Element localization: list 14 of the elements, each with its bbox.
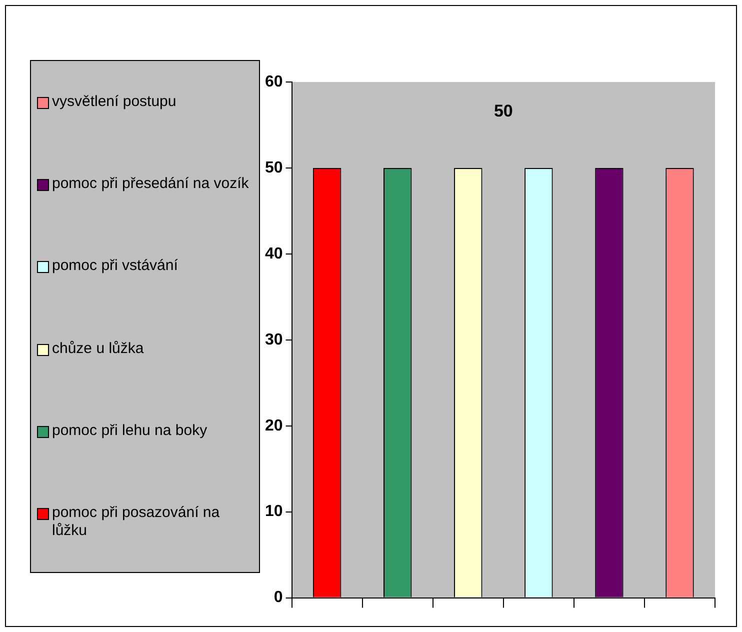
y-tick-label: 0 [274, 589, 283, 606]
legend-label: chůze u lůžka [52, 340, 144, 358]
y-tick-label: 60 [265, 73, 283, 90]
legend-label: pomoc při přesedání na vozík [52, 175, 249, 194]
y-tick-label: 50 [265, 159, 283, 176]
legend-label: pomoc při posazování na lůžku [52, 504, 221, 540]
text: 50 [494, 102, 513, 121]
y-tick-label: 20 [265, 417, 283, 434]
legend-label: pomoc při lehu na boky [52, 422, 208, 440]
y-tick-label: 40 [265, 245, 283, 262]
legend-label: pomoc při vstávání [52, 257, 178, 276]
y-tick-label: 10 [265, 503, 283, 520]
y-tick-label: 30 [265, 331, 283, 348]
legend-label: vysvětlení postupu [52, 93, 176, 112]
